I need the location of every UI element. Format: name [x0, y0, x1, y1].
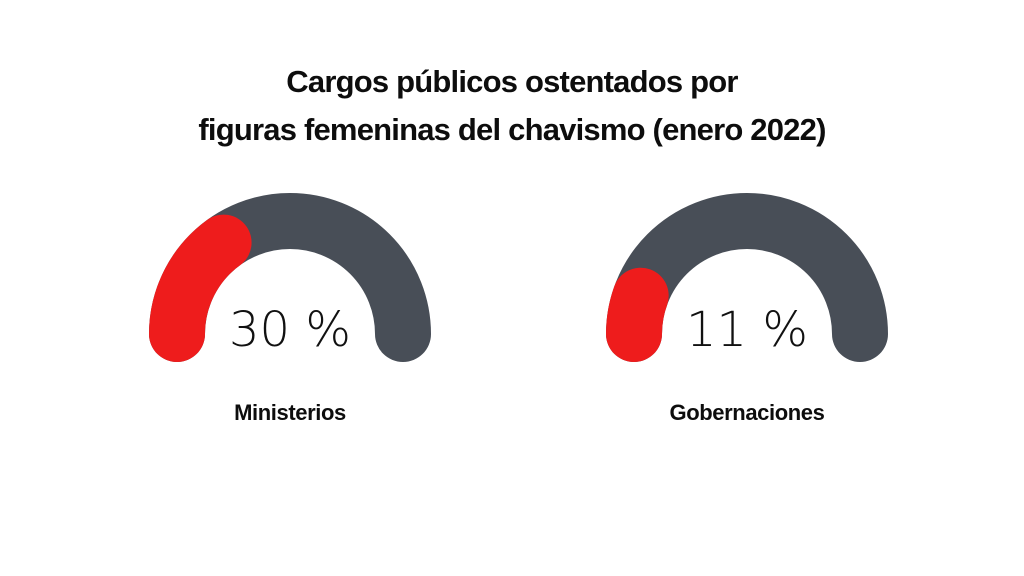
gauge-gobernaciones: 11 % Gobernaciones	[606, 193, 888, 425]
gauge-value-label-gobernaciones: 11 %	[686, 302, 808, 358]
chart-title-line-2: figuras femeninas del chavismo (enero 20…	[198, 112, 826, 147]
gauge-fill-ministerios	[149, 214, 252, 362]
gauge-category-label-ministerios: Ministerios	[234, 400, 346, 425]
gauge-ministerios: 30 % Ministerios	[149, 193, 431, 425]
gauge-category-label-gobernaciones: Gobernaciones	[670, 400, 825, 425]
chart-title-line-1: Cargos públicos ostentados por	[286, 64, 738, 99]
gauge-fill-gobernaciones	[606, 267, 669, 362]
gauge-value-label-ministerios: 30 %	[229, 302, 351, 358]
chart-title: Cargos públicos ostentados por figuras f…	[0, 58, 1024, 154]
